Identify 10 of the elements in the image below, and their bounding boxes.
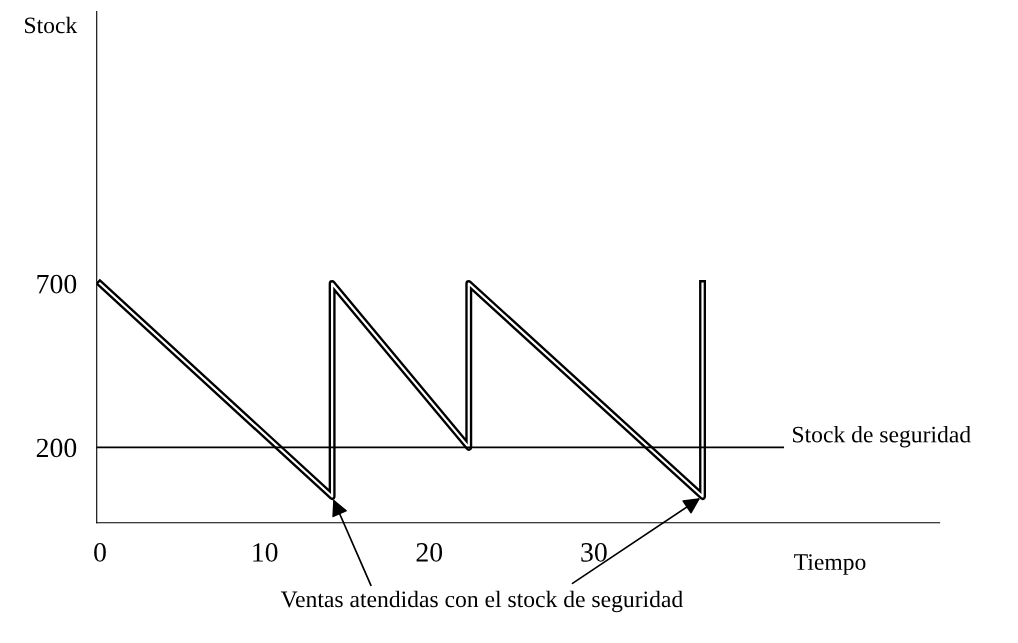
x-axis-title: Tiempo (794, 554, 866, 575)
annotation: Ventas atendidas con el stock de seguridad (280, 590, 683, 613)
x-tick-label: 0 (94, 543, 106, 562)
x-tick-label: 10 (253, 543, 278, 562)
ref-line-label: Stock de seguridad (793, 425, 971, 448)
x-tick-label: 20 (416, 543, 443, 562)
x-tick-label: 30 (581, 543, 607, 562)
y-tick-label: 700 (37, 274, 77, 294)
y-axis-title: Stock (25, 16, 78, 34)
y-tick-label: 200 (36, 438, 77, 458)
